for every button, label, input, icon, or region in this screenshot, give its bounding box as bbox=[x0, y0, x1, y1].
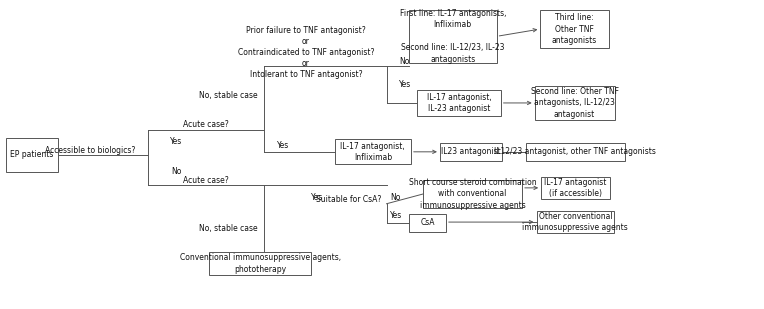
Text: First line: IL-17 antagonists,
Infliximab

Second line: IL-12/23, IL-23
antagoni: First line: IL-17 antagonists, Inflixima… bbox=[400, 9, 506, 64]
Text: Second line: Other TNF
antagonists, IL-12/23
antagonist: Second line: Other TNF antagonists, IL-1… bbox=[530, 87, 619, 119]
Text: Yes: Yes bbox=[170, 137, 183, 146]
Text: IL23 antagonist: IL23 antagonist bbox=[441, 147, 501, 156]
FancyBboxPatch shape bbox=[209, 252, 311, 275]
FancyBboxPatch shape bbox=[417, 90, 500, 116]
FancyBboxPatch shape bbox=[410, 214, 446, 232]
FancyBboxPatch shape bbox=[540, 10, 609, 48]
Text: Accessible to biologics?: Accessible to biologics? bbox=[44, 146, 135, 155]
Text: No: No bbox=[390, 193, 401, 201]
FancyBboxPatch shape bbox=[335, 139, 411, 164]
FancyBboxPatch shape bbox=[6, 138, 58, 172]
Text: Acute case?: Acute case? bbox=[183, 176, 228, 185]
Text: Third line:
Other TNF
antagonists: Third line: Other TNF antagonists bbox=[552, 13, 597, 45]
Text: Yes: Yes bbox=[399, 79, 411, 88]
Text: Suitable for CsA?: Suitable for CsA? bbox=[316, 195, 381, 204]
FancyBboxPatch shape bbox=[536, 211, 614, 233]
FancyBboxPatch shape bbox=[409, 10, 497, 63]
Text: IL-17 antagonist,
Infliximab: IL-17 antagonist, Infliximab bbox=[341, 142, 405, 162]
FancyBboxPatch shape bbox=[541, 177, 610, 199]
Text: No, stable case: No, stable case bbox=[199, 224, 257, 233]
Text: No, stable case: No, stable case bbox=[199, 91, 257, 100]
Text: Yes: Yes bbox=[390, 211, 402, 220]
Text: CsA: CsA bbox=[420, 218, 435, 227]
Text: Conventional immunosuppressive agents,
phototherapy: Conventional immunosuppressive agents, p… bbox=[180, 253, 341, 273]
FancyBboxPatch shape bbox=[440, 143, 502, 161]
FancyBboxPatch shape bbox=[535, 86, 614, 120]
Text: Short course steroid combination
with conventional
immunosuppressive agents: Short course steroid combination with co… bbox=[409, 178, 536, 210]
Text: IL12/23 antagonist, other TNF antagonists: IL12/23 antagonist, other TNF antagonist… bbox=[494, 147, 656, 156]
Text: No: No bbox=[400, 57, 410, 66]
Text: Prior failure to TNF antagonist?
or
Contraindicated to TNF antagonist?
or
Intole: Prior failure to TNF antagonist? or Cont… bbox=[238, 26, 374, 79]
Text: Yes: Yes bbox=[277, 141, 289, 150]
Text: Acute case?: Acute case? bbox=[183, 120, 228, 129]
FancyBboxPatch shape bbox=[423, 180, 522, 208]
Text: IL-17 antagonist
(if accessible): IL-17 antagonist (if accessible) bbox=[544, 178, 607, 198]
Text: EP patients: EP patients bbox=[10, 150, 53, 159]
Text: No: No bbox=[171, 167, 182, 176]
FancyBboxPatch shape bbox=[526, 143, 625, 161]
Text: Other conventional
immunosuppressive agents: Other conventional immunosuppressive age… bbox=[523, 212, 628, 232]
Text: Yes: Yes bbox=[311, 193, 323, 202]
Text: IL-17 antagonist,
IL-23 antagonist: IL-17 antagonist, IL-23 antagonist bbox=[426, 93, 491, 113]
